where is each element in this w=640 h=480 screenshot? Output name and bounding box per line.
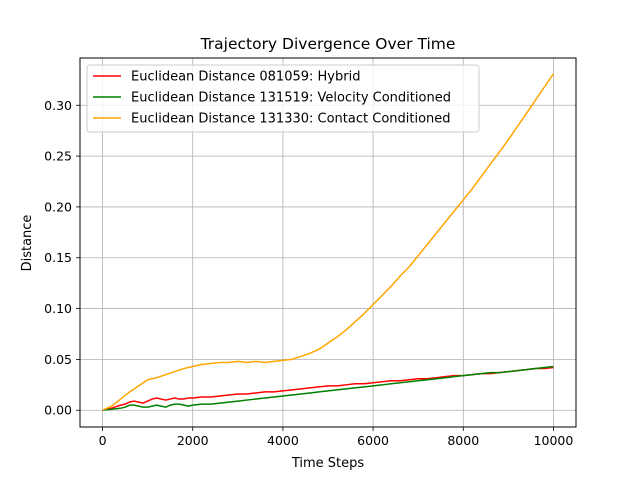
series-line-2 <box>102 365 554 411</box>
legend-label-1: Euclidean Distance 081059: Hybrid <box>131 70 360 85</box>
legend-box <box>86 64 480 133</box>
x-tick-label: 6000 <box>357 433 389 448</box>
x-axis-title: Time Steps <box>291 456 365 471</box>
legend-label-2: Euclidean Distance 131519: Velocity Cond… <box>131 91 451 106</box>
y-tick-label: 0.30 <box>44 98 72 113</box>
legend: Euclidean Distance 081059: Hybrid Euclide… <box>86 64 480 133</box>
y-axis-title: Distance <box>20 215 35 272</box>
y-tick-label: 0.10 <box>44 301 72 316</box>
y-tick-label: 0.05 <box>44 352 72 367</box>
x-tick-label: 4000 <box>267 433 299 448</box>
series-layer <box>102 73 555 411</box>
x-tick-label: 8000 <box>447 433 479 448</box>
y-tick-label: 0.00 <box>44 403 72 418</box>
plot-frame <box>79 57 577 428</box>
x-tick-label: 0 <box>99 433 107 448</box>
y-tick-label: 0.15 <box>44 250 72 265</box>
series-line-3 <box>102 73 555 411</box>
x-tick-label: 2000 <box>177 433 209 448</box>
legend-label-3: Euclidean Distance 131330: Contact Condi… <box>131 112 451 127</box>
chart-title: Trajectory Divergence Over Time <box>200 35 456 53</box>
y-tick-label: 0.25 <box>44 149 72 164</box>
ticks: 0 2000 4000 6000 8000 10000 0.00 0.05 0.10 0.15 0.… <box>44 98 573 448</box>
x-tick-label: 10000 <box>534 433 574 448</box>
y-tick-label: 0.20 <box>44 199 72 214</box>
